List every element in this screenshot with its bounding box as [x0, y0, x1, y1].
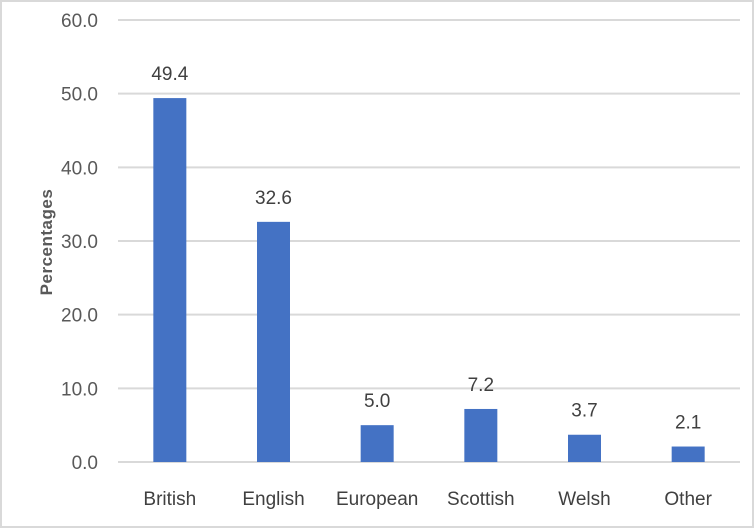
data-label: 32.6 [255, 188, 292, 209]
y-tick-label: 20.0 [61, 306, 98, 327]
y-tick-label: 40.0 [61, 158, 98, 179]
x-category-label: British [143, 489, 196, 510]
x-category-label: Other [664, 489, 712, 510]
data-label: 3.7 [571, 401, 597, 422]
bar [568, 434, 601, 462]
data-label: 5.0 [364, 391, 390, 412]
x-axis-categories: British English European Scottish Welsh Other [143, 489, 712, 510]
y-axis-ticks: 0.0 10.0 20.0 30.0 40.0 50.0 60.0 [61, 11, 98, 474]
data-label: 2.1 [675, 413, 701, 434]
bar [257, 221, 290, 462]
data-label: 7.2 [468, 375, 494, 396]
gridlines [118, 19, 740, 463]
bar [671, 446, 705, 462]
y-tick-label: 0.0 [72, 453, 98, 474]
y-axis-label: Percentages [37, 189, 56, 296]
x-category-label: English [242, 489, 304, 510]
y-tick-label: 30.0 [61, 232, 98, 253]
x-category-label: Scottish [447, 489, 515, 510]
y-tick-label: 10.0 [61, 379, 98, 400]
data-label: 49.4 [151, 64, 188, 85]
bars [153, 98, 705, 462]
data-labels: 49.4 32.6 5.0 7.2 3.7 2.1 [151, 64, 701, 433]
x-category-label: European [336, 489, 418, 510]
y-tick-label: 60.0 [61, 11, 98, 32]
bar [360, 425, 394, 462]
y-tick-label: 50.0 [61, 85, 98, 106]
bar [153, 98, 187, 462]
bar [464, 408, 498, 462]
x-category-label: Welsh [558, 489, 610, 510]
